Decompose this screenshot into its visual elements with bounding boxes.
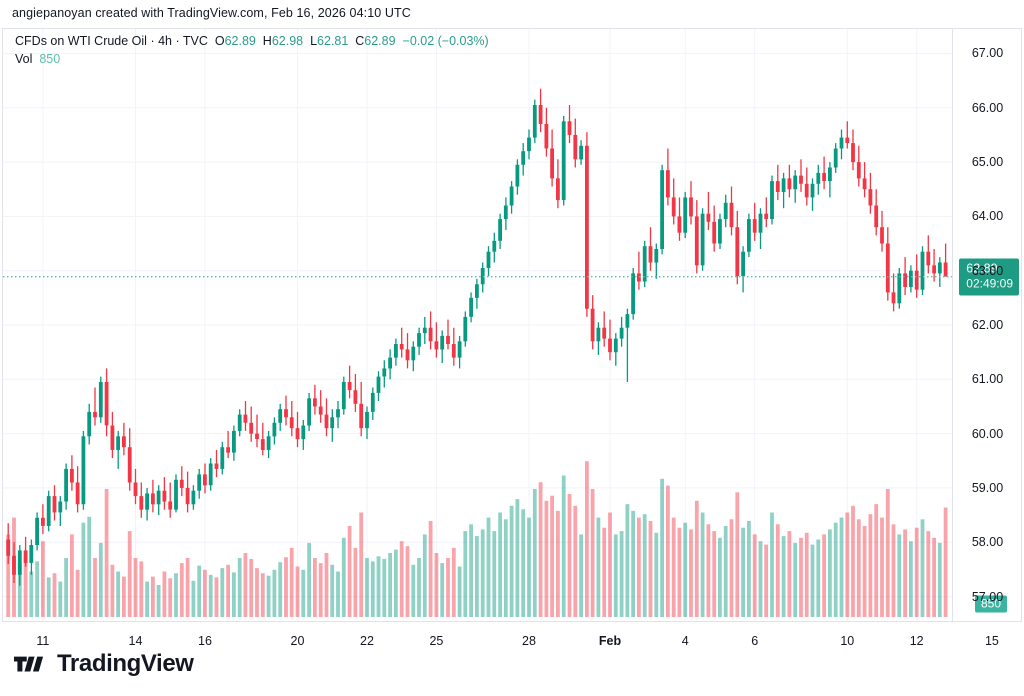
legend-volume-row: Vol 850 xyxy=(15,51,489,68)
time-tick-label: 28 xyxy=(522,634,536,648)
price-tick-label: 60.00 xyxy=(971,426,1004,441)
legend-high-value: 62.98 xyxy=(271,34,304,48)
price-tick-label: 67.00 xyxy=(971,46,1004,61)
attribution-text: angiepanoyan created with TradingView.co… xyxy=(12,6,411,20)
legend-open-value: 62.89 xyxy=(224,34,256,48)
legend-volume-label: Vol xyxy=(15,52,33,66)
chart-gridlines xyxy=(3,29,952,621)
chart-frame: CFDs on WTI Crude Oil · 4h · TVC O 62.89 … xyxy=(2,28,1022,661)
price-tick-label: 58.00 xyxy=(971,535,1004,550)
tradingview-logo-icon xyxy=(14,656,44,672)
time-tick-label: 11 xyxy=(36,634,50,648)
legend-close-label: C xyxy=(355,34,365,48)
legend-ohlc-row: CFDs on WTI Crude Oil · 4h · TVC O62.89 … xyxy=(15,33,489,50)
time-tick-label: 12 xyxy=(909,634,924,648)
legend-high-label: H xyxy=(262,34,272,48)
time-tick-label: 6 xyxy=(751,634,759,648)
time-tick-label: 4 xyxy=(681,634,689,648)
price-tick-label: 64.00 xyxy=(971,209,1004,224)
current-price-value: 62.89 xyxy=(966,261,998,276)
legend-low-label: L xyxy=(310,34,318,48)
legend-symbol[interactable]: CFDs on WTI Crude Oil xyxy=(15,34,147,48)
time-axis[interactable]: 11 14 16 20 22 25 28 Feb 4 6 10 12 15 xyxy=(3,621,1021,661)
volume-value-badge: 850 xyxy=(974,595,1007,613)
time-tick-label: 25 xyxy=(429,634,444,648)
chart-plot-area[interactable] xyxy=(3,29,952,621)
price-tick-label: 63.00 xyxy=(971,263,1004,278)
legend-low-value: 62.81 xyxy=(317,34,349,48)
price-tick-label: 61.00 xyxy=(971,372,1004,387)
legend-close-value: 62.89 xyxy=(364,34,396,48)
price-tick-label: 62.00 xyxy=(971,318,1004,332)
time-tick-label: Feb xyxy=(598,634,622,648)
price-tick-label: 59.00 xyxy=(971,480,1004,495)
legend-sep-2: · xyxy=(171,34,183,48)
time-tick-label: 14 xyxy=(128,634,143,648)
legend-interval[interactable]: 4h xyxy=(158,34,172,48)
candlestick-series xyxy=(3,88,952,617)
chart-legend: CFDs on WTI Crude Oil · 4h · TVC O62.89 … xyxy=(15,33,489,68)
price-tick-label: 65.00 xyxy=(971,155,1004,170)
tradingview-wordmark: TradingView xyxy=(57,650,194,677)
footer-branding: TradingView xyxy=(14,650,194,678)
legend-volume-value: 850 xyxy=(39,52,61,66)
legend-change: −0.02 (−0.03%) xyxy=(402,34,489,48)
time-tick-label: 16 xyxy=(198,634,212,648)
price-tick-label: 66.00 xyxy=(971,100,1004,115)
legend-exchange: TVC xyxy=(182,34,208,48)
current-price-countdown: 02:49:09 xyxy=(966,276,1013,291)
current-price-badge: 62.89 02:49:09 xyxy=(959,258,1019,296)
time-tick-label: 22 xyxy=(360,634,374,648)
legend-sep-1: · xyxy=(146,34,159,48)
time-tick-label: 20 xyxy=(290,634,305,648)
time-tick-label: 10 xyxy=(840,634,855,648)
price-axis[interactable]: 62.89 02:49:09 850 67.00 66.00 65.00 64.00 6… xyxy=(952,29,1021,621)
time-tick-label: 15 xyxy=(984,634,999,648)
legend-open-label: O xyxy=(214,34,225,48)
price-tick-label: 57.00 xyxy=(971,589,1004,604)
